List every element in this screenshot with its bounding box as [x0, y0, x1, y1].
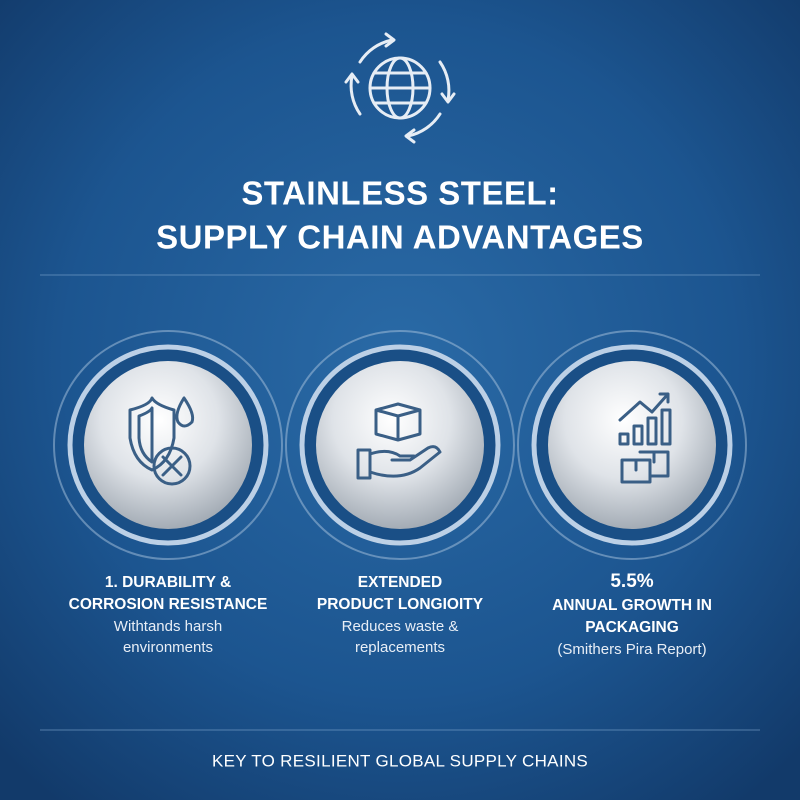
card-heading: 1. DURABILITY &	[105, 574, 231, 591]
card-heading: EXTENDED	[358, 574, 442, 591]
title-line: SUPPLY CHAIN ADVANTAGES	[156, 219, 644, 256]
globe-icon	[344, 32, 456, 144]
card-text: (Smithers Pira Report)	[557, 641, 706, 658]
footer-text: KEY TO RESILIENT GLOBAL SUPPLY CHAINS	[212, 751, 588, 770]
card-text: replacements	[355, 639, 445, 656]
card-heading: PACKAGING	[585, 619, 679, 636]
card-icon	[285, 330, 515, 560]
card-text: Withtands harsh	[114, 618, 222, 635]
card-heading: CORROSION RESISTANCE	[69, 596, 268, 613]
card-icon	[53, 330, 283, 560]
card-text: Reduces waste &	[342, 618, 459, 635]
card-heading: PRODUCT LONGIOITY	[317, 596, 484, 613]
title-line: STAINLESS STEEL:	[241, 175, 558, 212]
card-heading: ANNUAL GROWTH IN	[552, 597, 712, 614]
card-text: environments	[123, 639, 213, 656]
card-icon	[517, 330, 747, 560]
card-stat: 5.5%	[610, 571, 653, 592]
